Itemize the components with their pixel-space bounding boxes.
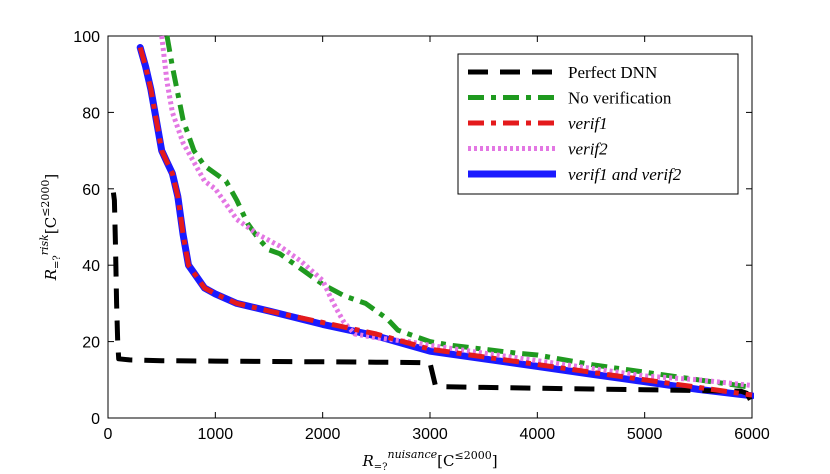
series-layer [110,35,754,404]
y-tick-label-3: 60 [82,182,100,199]
x-tick-label-6: 6000 [734,426,770,443]
x-axis-label-superscript: nuisance [387,448,437,461]
series-line-1 [164,35,753,390]
y-axis-label-superscript: risk [38,234,51,255]
legend-label-2: verif1 [568,114,608,133]
y-tick-label-5: 100 [73,29,100,46]
x-axis-label-bound: ≤2000 [454,449,491,462]
x-tick-label-0: 0 [104,426,113,443]
legend-label-3: verif2 [568,140,608,159]
x-tick-label-2: 2000 [305,426,341,443]
y-tick-label-0: 0 [91,411,100,428]
y-axis-label-bracket: [C [42,217,60,234]
x-tick-label-5: 5000 [627,426,663,443]
y-tick-label-2: 40 [82,258,100,275]
x-axis-label-subscript: =? [374,462,388,473]
legend-label-4: verif1 and verif2 [568,165,682,184]
ticks-layer: 0 1000 2000 3000 4000 5000 6000 0 20 40 60 80 100 [73,29,770,443]
x-tick-label-4: 4000 [520,426,556,443]
y-axis-label-main: R [42,269,60,281]
legend: Perfect DNN No verification verif1 verif2 ve… [457,53,739,195]
y-axis-label-bound: ≤2000 [39,180,52,217]
x-tick-label-3: 3000 [412,426,448,443]
x-tick-label-1: 1000 [198,426,234,443]
x-axis-label: R=?nuisance[C≤2000] [361,448,497,473]
x-axis-label-close: ] [492,452,498,470]
x-axis-label-main: R [361,452,373,470]
y-tick-label-4: 80 [82,105,100,122]
y-axis-label-close: ] [42,174,60,180]
y-axis-label: R=?risk[C≤2000] [38,174,63,282]
series-line-0 [110,192,754,404]
series-line-2 [137,46,753,398]
y-tick-label-1: 20 [82,335,100,352]
x-axis-label-bracket: [C [437,452,454,470]
legend-label-0: Perfect DNN [568,63,657,82]
legend-label-1: No verification [568,89,672,108]
y-axis-label-subscript: =? [52,255,63,269]
